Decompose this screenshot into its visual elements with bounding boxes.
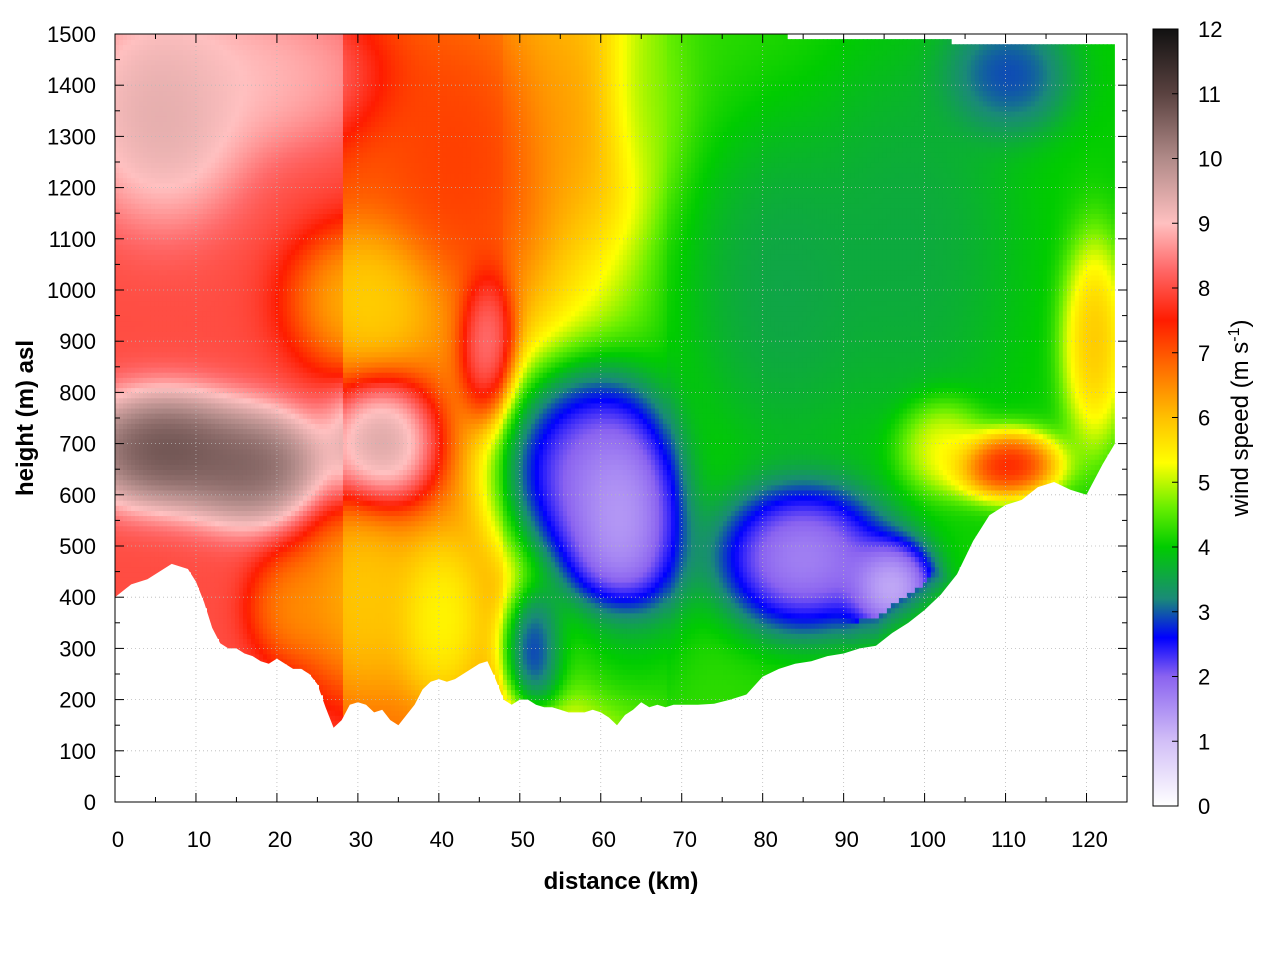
heatmap-field xyxy=(115,34,1128,804)
